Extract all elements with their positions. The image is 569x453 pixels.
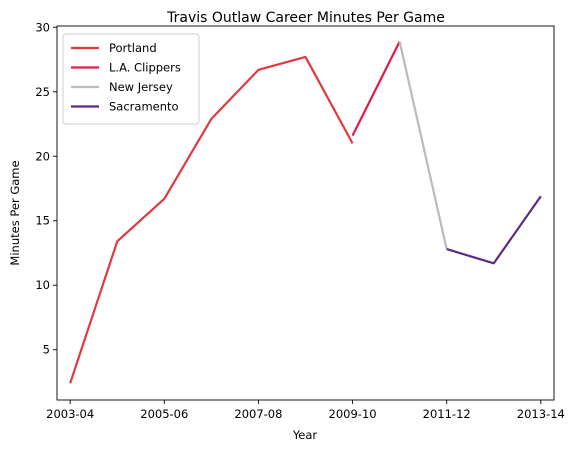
plot-lines (69, 40, 542, 384)
x-axis: 2003-04 2005-06 2007-08 2009-10 2011-12 2013-… (46, 400, 565, 421)
y-tick-label-4: 25 (35, 85, 50, 99)
x-tick-label-2: 2007-08 (234, 407, 282, 421)
legend: Portland L.A. Clippers New Jersey Sacrament… (62, 33, 200, 125)
plot-frame (56, 25, 555, 401)
legend-label-3: Sacramento (109, 100, 179, 114)
x-tick-label-3: 2009-10 (329, 407, 377, 421)
x-tick-label-5: 2013-14 (517, 407, 565, 421)
y-axis-label: Minutes Per Game (8, 160, 22, 265)
x-tick-label-0: 2003-04 (46, 407, 94, 421)
x-tick-label-1: 2005-06 (140, 407, 188, 421)
legend-label-1: L.A. Clippers (109, 61, 181, 75)
x-axis-label: Year (292, 428, 318, 442)
series-line-3 (446, 195, 542, 265)
legend-box (62, 33, 200, 125)
y-axis: 5 10 15 20 25 30 (35, 20, 57, 357)
y-tick-label-1: 10 (35, 278, 50, 292)
y-tick-label-3: 20 (35, 149, 50, 163)
x-tick-label-4: 2011-12 (423, 407, 471, 421)
y-tick-label-2: 15 (35, 214, 50, 228)
y-tick-label-5: 30 (35, 20, 50, 34)
legend-label-0: Portland (109, 41, 157, 55)
chart-title: Travis Outlaw Career Minutes Per Game (166, 10, 445, 26)
y-tick-label-0: 5 (43, 343, 50, 357)
series-line-1 (351, 40, 401, 137)
series-line-0 (69, 55, 354, 384)
series-line-2 (398, 41, 448, 250)
legend-label-2: New Jersey (109, 80, 173, 94)
